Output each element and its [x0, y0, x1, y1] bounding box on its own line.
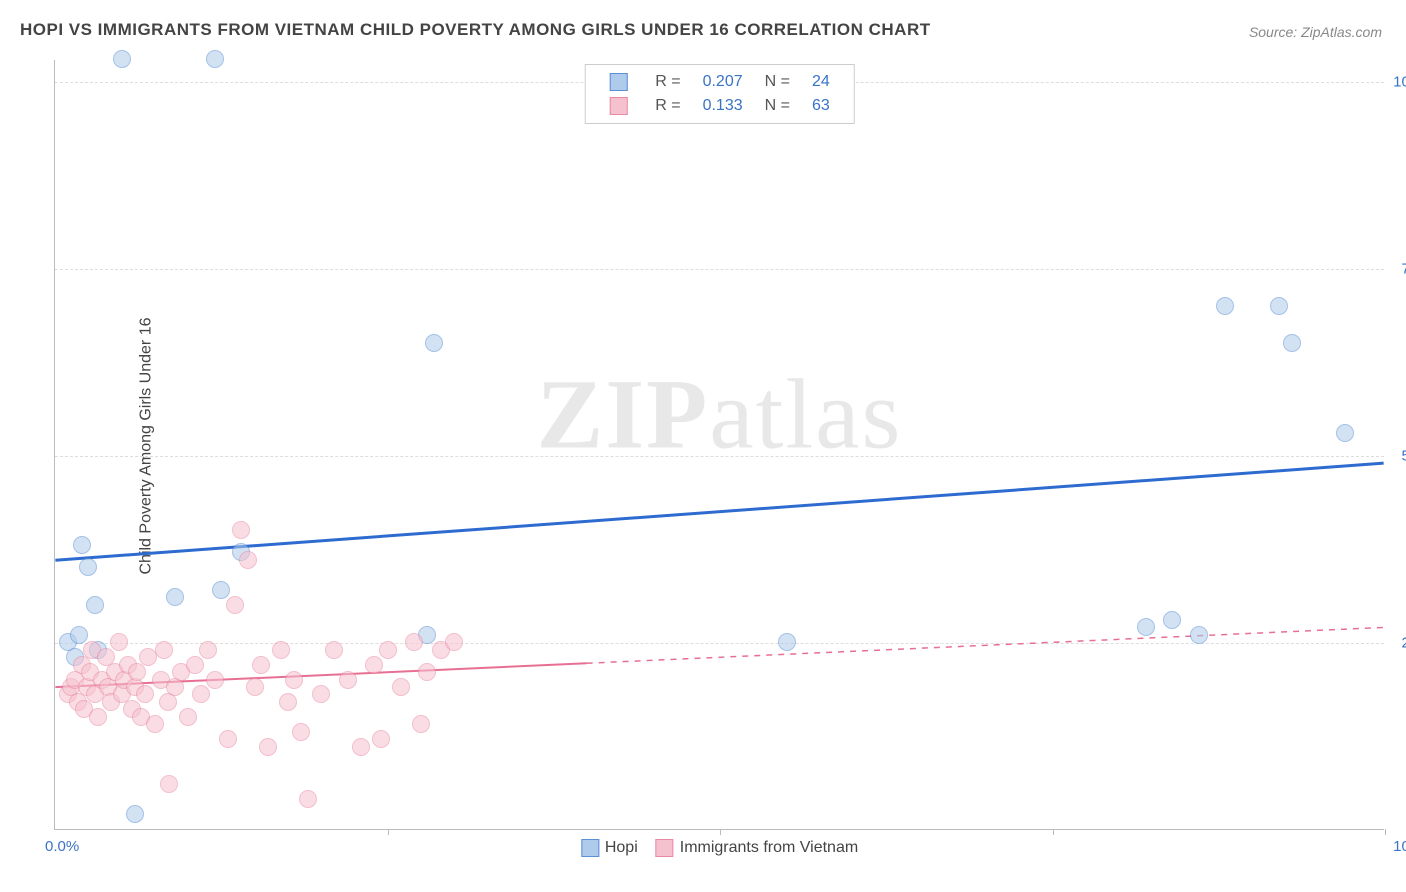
- scatter-point-vietnam: [179, 708, 197, 726]
- scatter-point-vietnam: [160, 775, 178, 793]
- scatter-point-vietnam: [272, 641, 290, 659]
- x-max-label: 100.0%: [1393, 838, 1406, 855]
- scatter-point-vietnam: [128, 663, 146, 681]
- scatter-point-vietnam: [155, 641, 173, 659]
- scatter-point-vietnam: [312, 685, 330, 703]
- series-legend: Hopi Immigrants from Vietnam: [581, 839, 858, 857]
- trendline-dashed-vietnam: [587, 627, 1384, 663]
- x-tick: [720, 829, 721, 835]
- scatter-point-hopi: [1216, 297, 1234, 315]
- scatter-point-vietnam: [136, 685, 154, 703]
- scatter-point-hopi: [206, 50, 224, 68]
- chart-title: HOPI VS IMMIGRANTS FROM VIETNAM CHILD PO…: [20, 20, 931, 40]
- scatter-point-vietnam: [372, 730, 390, 748]
- scatter-point-vietnam: [279, 693, 297, 711]
- x-tick: [1385, 829, 1386, 835]
- y-tick-label: 50.0%: [1389, 448, 1406, 465]
- correlation-legend: R =0.207N =24R =0.133N =63: [584, 64, 855, 124]
- scatter-point-hopi: [1137, 618, 1155, 636]
- scatter-point-vietnam: [365, 656, 383, 674]
- x-tick: [388, 829, 389, 835]
- scatter-point-vietnam: [186, 656, 204, 674]
- scatter-point-vietnam: [146, 715, 164, 733]
- trendline-hopi: [55, 463, 1383, 560]
- scatter-point-hopi: [70, 626, 88, 644]
- legend-row-vietnam: R =0.133N =63: [599, 95, 840, 117]
- scatter-point-vietnam: [219, 730, 237, 748]
- legend-swatch-hopi: [609, 73, 627, 91]
- scatter-point-vietnam: [325, 641, 343, 659]
- scatter-point-vietnam: [239, 551, 257, 569]
- scatter-point-hopi: [1283, 334, 1301, 352]
- legend-swatch-vietnam: [609, 97, 627, 115]
- gridline: [55, 456, 1384, 457]
- trend-lines: [55, 60, 1384, 829]
- y-tick-label: 100.0%: [1389, 74, 1406, 91]
- scatter-point-hopi: [1336, 424, 1354, 442]
- legend-label-vietnam: Immigrants from Vietnam: [680, 839, 858, 856]
- y-tick-label: 75.0%: [1389, 261, 1406, 278]
- scatter-point-vietnam: [192, 685, 210, 703]
- legend-swatch-hopi: [581, 839, 599, 857]
- scatter-point-vietnam: [339, 671, 357, 689]
- scatter-point-hopi: [425, 334, 443, 352]
- scatter-point-vietnam: [259, 738, 277, 756]
- x-tick: [1053, 829, 1054, 835]
- gridline: [55, 269, 1384, 270]
- scatter-point-vietnam: [89, 708, 107, 726]
- scatter-point-vietnam: [206, 671, 224, 689]
- scatter-point-vietnam: [232, 521, 250, 539]
- scatter-point-hopi: [126, 805, 144, 823]
- scatter-point-hopi: [79, 558, 97, 576]
- scatter-point-hopi: [1163, 611, 1181, 629]
- scatter-point-vietnam: [226, 596, 244, 614]
- scatter-point-vietnam: [252, 656, 270, 674]
- scatter-point-vietnam: [110, 633, 128, 651]
- plot-area: ZIPatlas 25.0%50.0%75.0%100.0% R =0.207N…: [54, 60, 1384, 830]
- x-min-label: 0.0%: [45, 838, 79, 855]
- scatter-point-vietnam: [412, 715, 430, 733]
- scatter-point-vietnam: [352, 738, 370, 756]
- y-tick-label: 25.0%: [1389, 635, 1406, 652]
- legend-label-hopi: Hopi: [605, 839, 638, 856]
- scatter-point-vietnam: [418, 663, 436, 681]
- scatter-point-vietnam: [405, 633, 423, 651]
- scatter-point-vietnam: [299, 790, 317, 808]
- legend-swatch-vietnam: [656, 839, 674, 857]
- scatter-point-vietnam: [292, 723, 310, 741]
- scatter-point-vietnam: [445, 633, 463, 651]
- scatter-point-vietnam: [379, 641, 397, 659]
- scatter-point-hopi: [86, 596, 104, 614]
- scatter-point-vietnam: [199, 641, 217, 659]
- source-label: Source: ZipAtlas.com: [1249, 24, 1382, 40]
- scatter-point-vietnam: [392, 678, 410, 696]
- gridline: [55, 643, 1384, 644]
- scatter-point-hopi: [166, 588, 184, 606]
- scatter-point-hopi: [113, 50, 131, 68]
- watermark: ZIPatlas: [537, 356, 903, 471]
- scatter-point-hopi: [1190, 626, 1208, 644]
- scatter-point-vietnam: [246, 678, 264, 696]
- scatter-point-hopi: [778, 633, 796, 651]
- legend-row-hopi: R =0.207N =24: [599, 71, 840, 93]
- scatter-point-vietnam: [285, 671, 303, 689]
- scatter-point-hopi: [212, 581, 230, 599]
- scatter-point-hopi: [1270, 297, 1288, 315]
- scatter-point-hopi: [73, 536, 91, 554]
